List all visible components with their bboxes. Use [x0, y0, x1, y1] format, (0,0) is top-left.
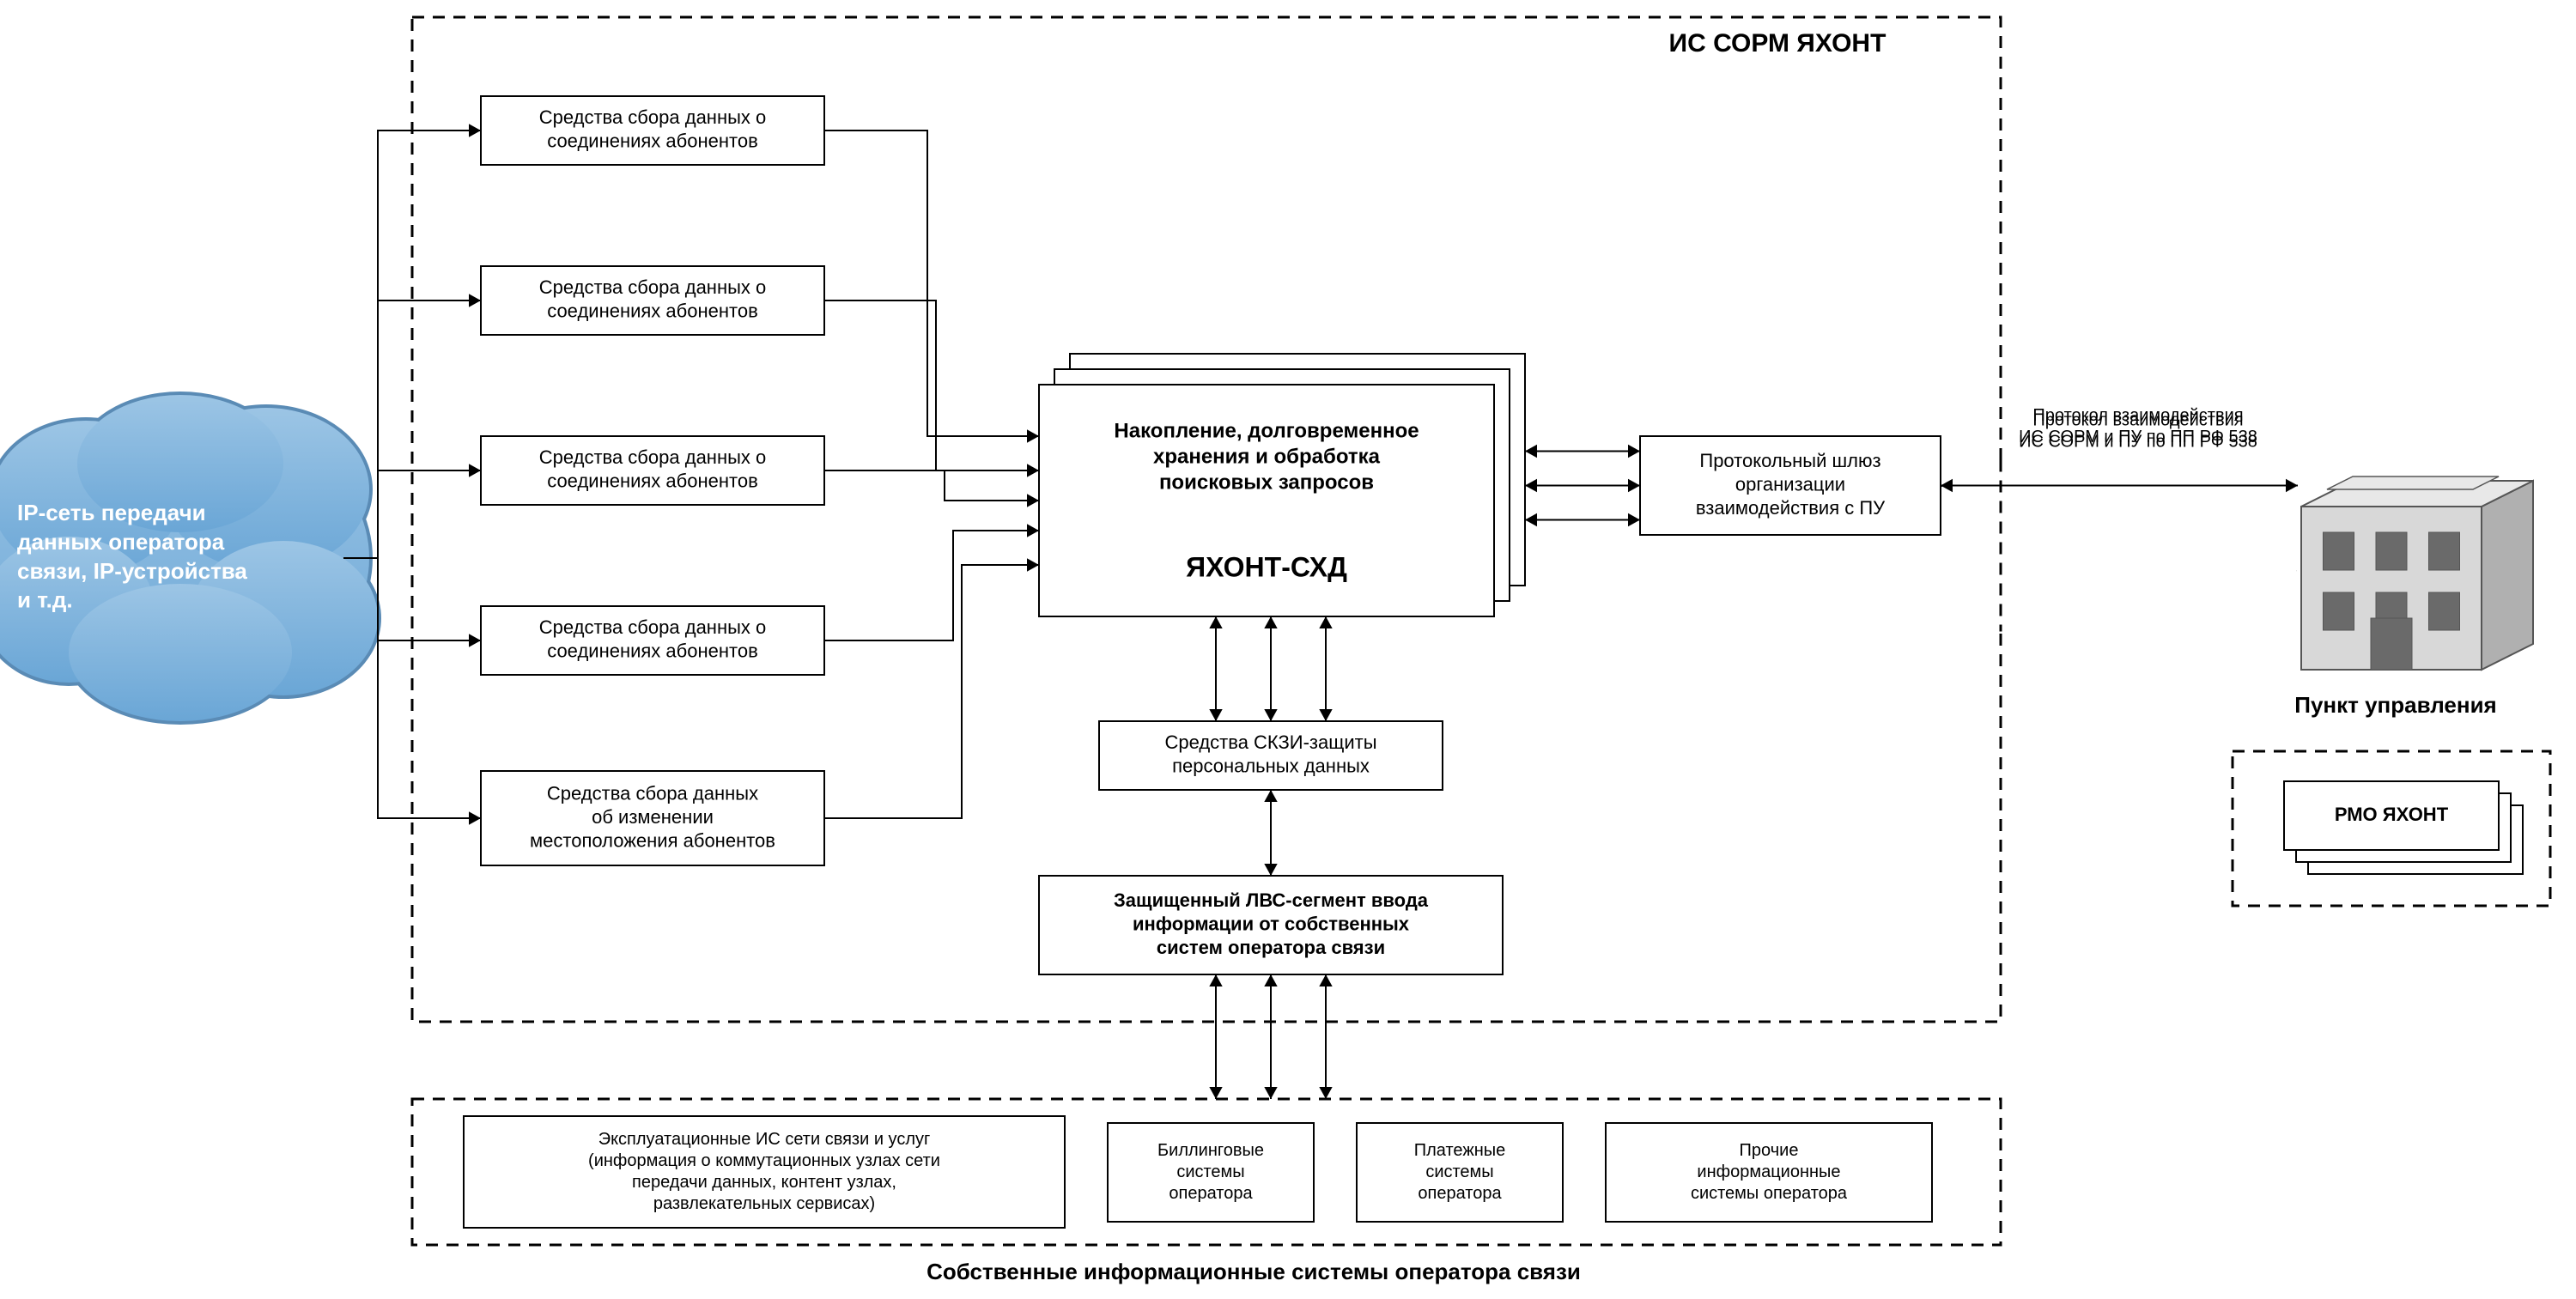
collector-c2: Средства сбора данных осоединениях абоне…: [481, 266, 824, 335]
collector-c5: Средства сбора данныхоб измененииместопо…: [481, 771, 824, 865]
svg-text:хранения и обработка: хранения и обработка: [1153, 445, 1381, 468]
svg-text:IP-сеть передачи: IP-сеть передачи: [17, 500, 206, 525]
main-system-title: ИС СОРМ ЯХОНТ: [1669, 29, 1886, 58]
svg-text:Средства СКЗИ-защиты: Средства СКЗИ-защиты: [1164, 731, 1376, 753]
svg-text:системы оператора: системы оператора: [1691, 1184, 1848, 1203]
svg-text:(информация о коммутационных у: (информация о коммутационных узлах сети: [588, 1151, 940, 1170]
control-point-title: Пункт управления: [2294, 692, 2496, 718]
svg-text:систем оператора связи: систем оператора связи: [1157, 937, 1385, 958]
svg-text:соединениях абонентов: соединениях абонентов: [547, 640, 758, 662]
bottom-b1: Эксплуатационные ИС сети связи и услуг (и…: [464, 1116, 1065, 1228]
svg-text:персональных данных: персональных данных: [1172, 756, 1370, 777]
storage-node: Накопление, долговременное хранения и обр…: [1039, 354, 1525, 616]
svg-text:передачи данных, контент узлах: передачи данных, контент узлах,: [632, 1173, 896, 1192]
svg-text:соединениях абонентов: соединениях абонентов: [547, 131, 758, 152]
svg-text:ИС СОРМ и ПУ по ПП РФ 538: ИС СОРМ и ПУ по ПП РФ 538: [2019, 428, 2257, 446]
svg-text:Средства сбора данных о: Средства сбора данных о: [539, 276, 767, 298]
svg-text:Защищенный ЛВС-сегмент ввода: Защищенный ЛВС-сегмент ввода: [1114, 889, 1429, 911]
svg-text:об изменении: об изменении: [592, 806, 714, 828]
svg-text:оператора: оператора: [1169, 1184, 1253, 1203]
svg-text:ЯХОНТ-СХД: ЯХОНТ-СХД: [1186, 551, 1347, 582]
svg-text:Эксплуатационные ИС сети связи: Эксплуатационные ИС сети связи и услуг: [598, 1130, 931, 1149]
svg-text:связи, IP-устройства: связи, IP-устройства: [17, 558, 247, 584]
collector-c3: Средства сбора данных осоединениях абоне…: [481, 436, 824, 505]
svg-text:Средства сбора данных о: Средства сбора данных о: [539, 446, 767, 468]
svg-text:оператора: оператора: [1418, 1184, 1502, 1203]
svg-text:информации от собственных: информации от собственных: [1133, 913, 1410, 934]
svg-text:соединениях абонентов: соединениях абонентов: [547, 470, 758, 492]
gateway-node: Протокольный шлюзорганизациивзаимодейств…: [1640, 436, 1941, 535]
svg-text:системы: системы: [1425, 1162, 1493, 1181]
bottom-b3: Платежные системы оператора: [1357, 1123, 1563, 1222]
svg-text:РМО ЯХОНТ: РМО ЯХОНТ: [2335, 804, 2449, 825]
svg-text:взаимодействия с ПУ: взаимодействия с ПУ: [1696, 497, 1886, 519]
svg-text:Средства сбора данных о: Средства сбора данных о: [539, 106, 767, 128]
svg-text:местоположения абонентов: местоположения абонентов: [530, 829, 775, 851]
svg-text:Средства сбора данных: Средства сбора данных: [547, 782, 758, 804]
bottom-b2: Биллинговые системы оператора: [1108, 1123, 1314, 1222]
lvs-node: Защищенный ЛВС-сегмент вводаинформации о…: [1039, 876, 1503, 974]
collector-c1: Средства сбора данных о соединениях абоне…: [481, 96, 824, 165]
svg-text:Средства сбора данных о: Средства сбора данных о: [539, 616, 767, 638]
svg-text:Платежные: Платежные: [1414, 1141, 1505, 1160]
building-icon: [2301, 477, 2533, 670]
ip-network-cloud: IP-сеть передачи данных оператора связи, I…: [0, 392, 381, 725]
svg-text:Биллинговые: Биллинговые: [1157, 1141, 1264, 1160]
rmo-node: РМО ЯХОНТ: [2284, 781, 2523, 874]
collector-c4: Средства сбора данных осоединениях абоне…: [481, 606, 824, 675]
svg-text:развлекательных сервисах): развлекательных сервисах): [653, 1194, 875, 1213]
svg-text:Протокол взаимодействия: Протокол взаимодействия: [2032, 406, 2243, 425]
skzi-node: Средства СКЗИ-защиты персональных данных: [1099, 721, 1443, 790]
svg-text:соединениях абонентов: соединениях абонентов: [547, 300, 758, 322]
svg-text:Прочие: Прочие: [1740, 1141, 1799, 1160]
svg-text:и т.д.: и т.д.: [17, 587, 73, 613]
svg-text:поисковых запросов: поисковых запросов: [1159, 470, 1374, 494]
svg-text:системы: системы: [1176, 1162, 1244, 1181]
bottom-b4: Прочие информационные системы оператора: [1606, 1123, 1932, 1222]
svg-text:Протокольный шлюз: Протокольный шлюз: [1699, 450, 1880, 471]
svg-text:информационные: информационные: [1697, 1162, 1840, 1181]
svg-text:данных оператора: данных оператора: [17, 529, 225, 555]
svg-text:организации: организации: [1735, 473, 1845, 495]
svg-text:Накопление, долговременное: Накопление, долговременное: [1114, 419, 1419, 442]
bottom-systems-title: Собственные информационные системы опера…: [927, 1259, 1581, 1284]
